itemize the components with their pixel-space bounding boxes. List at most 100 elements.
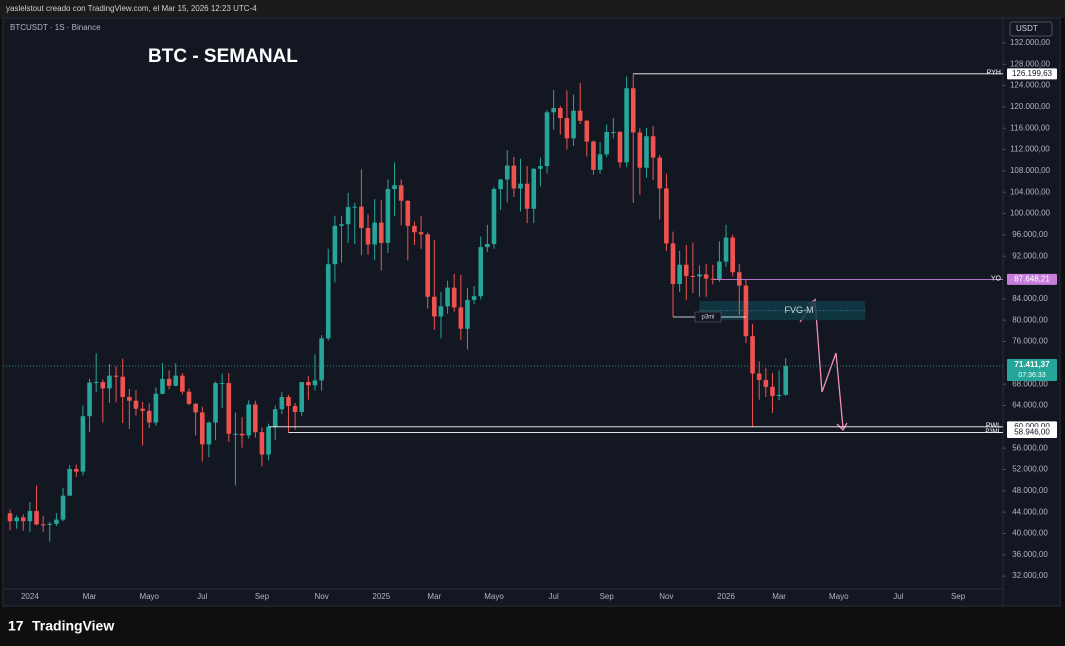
candle-body <box>372 222 377 245</box>
y-tick-label: 76.000,00 <box>1012 337 1048 346</box>
candle-body <box>730 237 735 273</box>
candle-body <box>756 373 762 380</box>
candle-body <box>266 426 271 455</box>
candle-body <box>478 247 484 297</box>
credit: yaslelstout creado con TradingView.com, … <box>6 4 257 13</box>
fvg-label: FVG-M <box>784 305 813 315</box>
candle-body <box>140 408 145 411</box>
last-price-label: 71.411,37 <box>1014 360 1050 369</box>
candle-body <box>770 386 775 396</box>
candle-body <box>524 183 530 209</box>
level-name: PYH <box>987 70 1001 77</box>
x-tick-label: Sep <box>600 592 615 601</box>
y-tick-label: 80.000,00 <box>1012 315 1048 324</box>
y-tick-label: 116.000,00 <box>1010 123 1050 132</box>
candle-body <box>312 380 318 386</box>
candle-body <box>226 383 232 434</box>
candle-body <box>571 110 576 139</box>
candle-body <box>392 185 397 190</box>
y-tick-label: 84.000,00 <box>1012 294 1048 303</box>
level-name: P3ML <box>985 429 1001 435</box>
y-tick-label: 108.000,00 <box>1010 166 1051 175</box>
y-tick-label: 68.000,00 <box>1012 379 1048 388</box>
arrow-head <box>836 422 848 432</box>
candle-body <box>743 285 749 337</box>
level-label: 60.000,00 <box>1014 422 1050 431</box>
brand: TradingView <box>32 618 114 634</box>
chart-title: BTC - SEMANAL <box>148 46 298 67</box>
candle-body <box>432 296 437 317</box>
level-box <box>1007 273 1057 285</box>
x-tick-label: Sep <box>951 592 966 601</box>
candle-body <box>365 227 371 245</box>
y-tick-label: 32.000,00 <box>1012 571 1048 580</box>
candle-body <box>100 382 106 389</box>
candle-body <box>219 383 225 385</box>
candle-body <box>180 375 185 392</box>
candle-body <box>723 237 729 262</box>
candle-body <box>359 206 364 228</box>
candle-body <box>518 183 523 189</box>
candle-body <box>471 296 477 300</box>
candle-body <box>166 378 172 386</box>
fvg-zone <box>699 301 866 321</box>
candle-body <box>491 189 497 244</box>
y-tick-label: 132.000,00 <box>1010 38 1051 47</box>
x-tick-label: Mar <box>772 592 786 601</box>
currency-box <box>1009 21 1053 37</box>
x-tick-label: Nov <box>314 592 328 601</box>
y-tick-label: 44.000,00 <box>1012 507 1048 516</box>
candle-body <box>213 383 218 423</box>
candle-body <box>783 365 789 395</box>
candle-body <box>40 524 46 526</box>
candle-body <box>412 225 417 233</box>
candle-body <box>425 234 430 297</box>
candle-body <box>604 131 609 155</box>
candle-body <box>146 410 152 423</box>
y-tick-label: 56.000,00 <box>1012 443 1048 452</box>
candle-body <box>551 107 556 113</box>
candle-body <box>233 433 238 435</box>
candle-body <box>703 274 709 279</box>
candle-body <box>272 409 278 427</box>
candle-body <box>193 403 198 413</box>
x-tick-label: Mayo <box>484 592 504 601</box>
candle-body <box>531 168 537 209</box>
candle-body <box>299 382 305 412</box>
candle-body <box>683 264 689 276</box>
candle-body <box>54 519 59 524</box>
candle-body <box>776 394 782 396</box>
y-tick-label: 128.000,00 <box>1010 59 1051 68</box>
y-tick-label: 96.000,00 <box>1012 230 1048 239</box>
candle-body <box>34 511 39 525</box>
x-tick-label: Jul <box>197 592 207 601</box>
level-label: 87.648,21 <box>1014 275 1050 284</box>
candle-body <box>564 118 570 139</box>
y-tick-label: 52.000,00 <box>1012 465 1048 474</box>
level-name: YO <box>991 275 1002 282</box>
top-bar <box>0 0 1065 18</box>
x-tick-label: Mar <box>427 592 441 601</box>
candle-body <box>80 416 86 472</box>
candle-body <box>306 382 311 386</box>
candle-body <box>60 495 66 520</box>
candle-body <box>670 243 676 284</box>
candle-body <box>557 107 563 119</box>
candle-body <box>465 299 470 329</box>
x-tick-label: 2024 <box>21 592 39 601</box>
candle-body <box>160 378 165 394</box>
candle-body <box>239 433 245 436</box>
y-tick-label: 36.000,00 <box>1012 550 1048 559</box>
candle-body <box>664 188 669 244</box>
candle-body <box>286 396 291 407</box>
candle-body <box>763 379 769 387</box>
logo-icon: 17 <box>8 618 24 634</box>
p3ml-box <box>694 311 722 323</box>
candle-body <box>253 404 258 433</box>
candle-body <box>279 396 285 410</box>
candle-body <box>617 131 623 163</box>
candle-body <box>133 400 139 409</box>
candle-body <box>385 189 391 243</box>
candle-body <box>20 517 26 522</box>
